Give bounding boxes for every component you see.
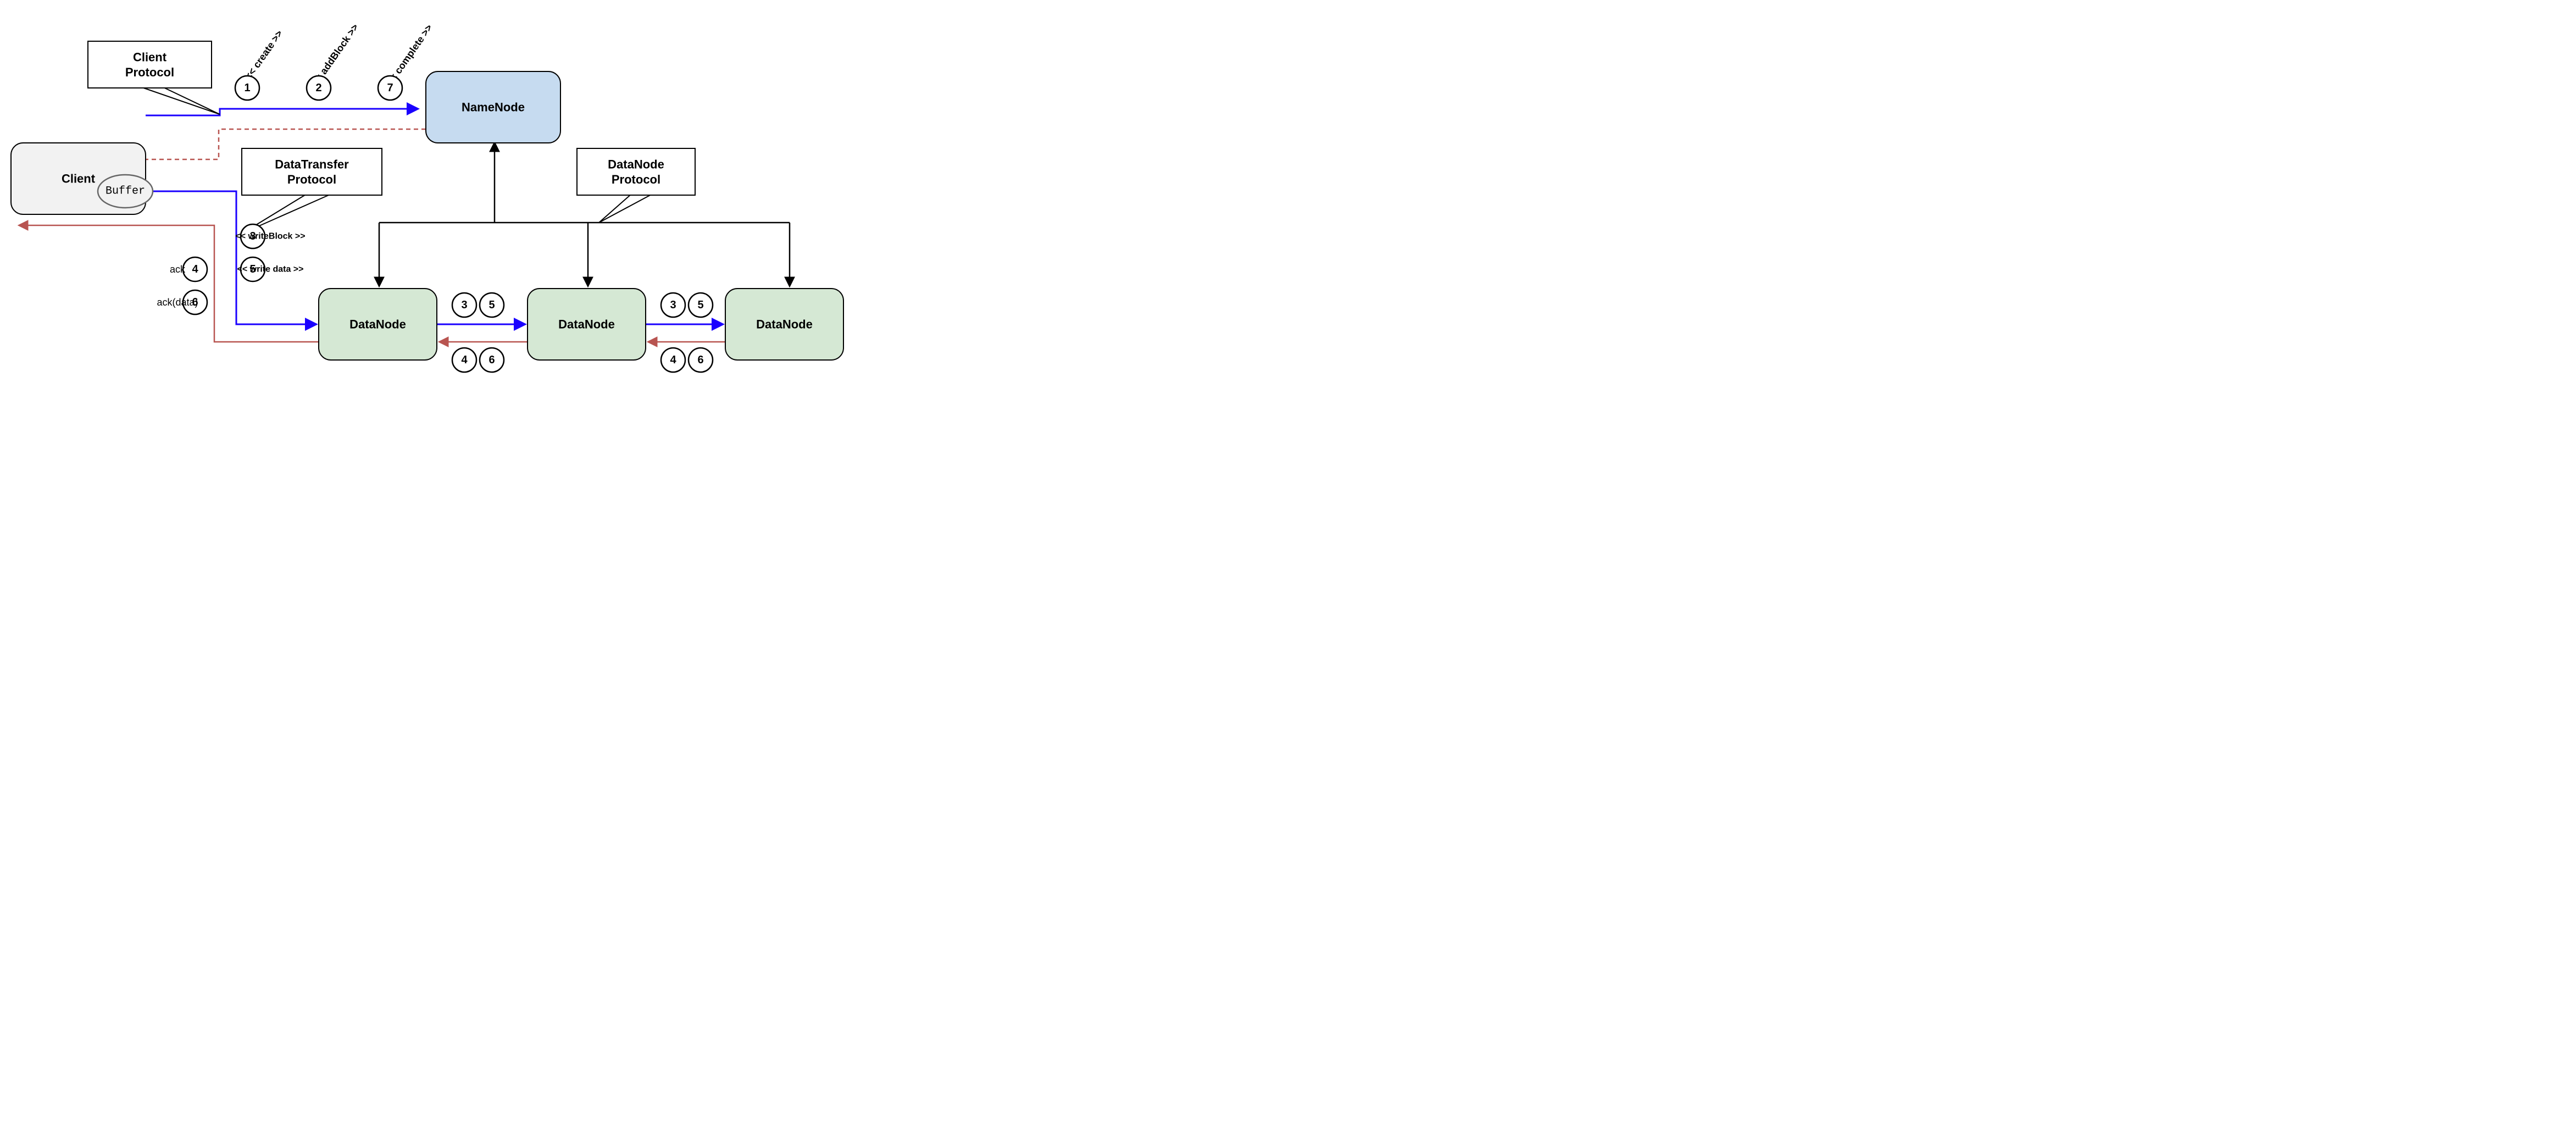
client-protocol-callout-tail <box>143 88 220 114</box>
step-ack-4-label: ack <box>170 264 186 275</box>
client-to-namenode <box>146 109 418 115</box>
datatransfer-protocol-callout-line-1: Protocol <box>287 173 336 186</box>
between-dn23-bot-4-num: 4 <box>670 354 676 366</box>
namenode-node-label: NameNode <box>462 101 525 114</box>
step-mid-3-label: << writeBlock >> <box>235 232 305 241</box>
client-protocol-callout-line-1: Protocol <box>125 65 174 79</box>
datanode-protocol-callout-line-1: Protocol <box>612 173 660 186</box>
datanode-3-label: DataNode <box>756 318 813 331</box>
datanode-1-label: DataNode <box>349 318 406 331</box>
datanode-protocol-callout <box>577 148 695 195</box>
between-dn12-top-3-num: 3 <box>461 299 467 311</box>
between-dn12-top-5-num: 5 <box>488 299 495 311</box>
between-dn23-top-5-num: 5 <box>697 299 703 311</box>
between-dn12-bot-6-num: 6 <box>488 354 495 366</box>
client-protocol-callout-tail2 <box>165 88 220 114</box>
buffer-label: Buffer <box>106 185 145 198</box>
client-protocol-callout <box>88 41 212 88</box>
step-top-1-num: 1 <box>244 82 250 94</box>
step-top-2-num: 2 <box>315 82 321 94</box>
svg-text:<< create >>: << create >> <box>243 28 285 82</box>
datanode-protocol-callout-line-0: DataNode <box>608 157 664 171</box>
step-ack-4-num: 4 <box>192 263 198 275</box>
step-mid-5-label: << write data >> <box>237 265 304 274</box>
step-ack-6-label: ack(data) <box>157 297 198 308</box>
datanode-protocol-callout-tail2 <box>599 195 650 223</box>
step-top-7-num: 7 <box>387 82 393 94</box>
between-dn23-bot-6-num: 6 <box>697 354 703 366</box>
client-protocol-callout-line-0: Client <box>133 50 167 64</box>
between-dn12-bot-4-num: 4 <box>461 354 468 366</box>
datatransfer-protocol-callout <box>242 148 382 195</box>
angled-label-0: << create >> <box>243 28 285 82</box>
datanode-2-label: DataNode <box>558 318 615 331</box>
datatransfer-protocol-callout-line-0: DataTransfer <box>275 157 349 171</box>
between-dn23-top-3-num: 3 <box>670 299 676 311</box>
client-node-label: Client <box>62 172 96 186</box>
